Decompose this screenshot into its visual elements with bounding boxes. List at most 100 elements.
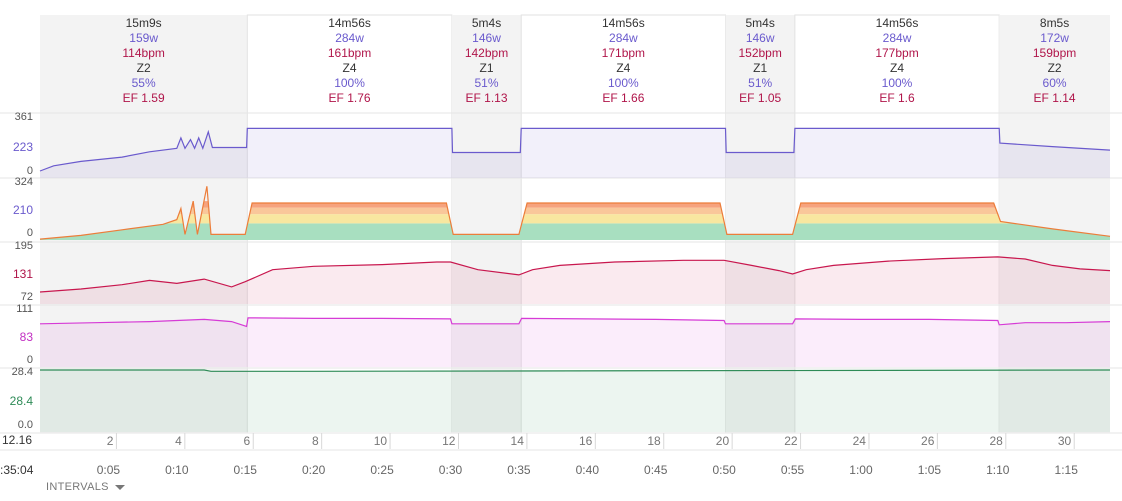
zone-band-4 [191, 201, 996, 208]
time-tick-label: 1:15 [1054, 463, 1078, 477]
power-zones-line [39, 186, 1111, 240]
interval-zone: Z2 [1047, 61, 1062, 75]
cadence-avg-label: 83 [19, 330, 33, 344]
interval-background-0 [40, 15, 248, 433]
power_zones-max-label: 324 [14, 176, 33, 188]
interval-duration: 5m4s [471, 16, 502, 30]
interval-duration: 14m56s [602, 16, 645, 30]
time-tick-label: 0:20 [301, 463, 326, 477]
speed-line [40, 369, 1111, 372]
time-tick-label: 0:30 [438, 463, 463, 477]
zone-band-1 [40, 223, 1110, 240]
interval-header-0[interactable]: 15m9s 159w 114bpm Z2 55% EF 1.59 [40, 16, 247, 106]
interval-pct: 100% [608, 76, 639, 90]
distance-tick-label: 18 [647, 434, 661, 448]
interval-duration: 14m56s [875, 16, 919, 30]
power-line [39, 127, 1111, 172]
interval-header-1[interactable]: 14m56s 284w 161bpm Z4 100% EF 1.76 [247, 16, 452, 106]
interval-power: 284w [335, 31, 364, 45]
time-tick-label: 0:25 [370, 463, 394, 477]
interval-zone: Z4 [890, 61, 905, 75]
interval-hr: 159bpm [1032, 46, 1077, 60]
power-max-label: 361 [14, 111, 33, 123]
speed-area [40, 370, 1110, 432]
speed-max-label: 28.4 [11, 366, 33, 378]
interval-zone: Z4 [342, 61, 357, 75]
interval-zone: Z2 [136, 61, 151, 75]
interval-pct: 60% [1042, 76, 1067, 90]
chevron-down-icon [114, 484, 125, 490]
distance-tick-label: 4 [175, 434, 182, 448]
zone-band-3 [178, 207, 998, 215]
interval-power: 146w [472, 31, 501, 45]
interval-hr: 171bpm [601, 46, 646, 60]
interval-hr: 152bpm [738, 46, 782, 60]
distance-tick-label: 16 [578, 434, 593, 448]
intervals-label: INTERVALS [46, 481, 109, 493]
interval-pct: 100% [334, 76, 365, 90]
interval-header-2[interactable]: 5m4s 146w 142bpm Z1 51% EF 1.13 [452, 16, 521, 106]
interval-pct: 51% [474, 76, 499, 90]
interval-duration: 8m5s [1039, 16, 1070, 30]
interval-zone: Z1 [479, 61, 494, 75]
distance-tick-label: 26 [921, 434, 935, 448]
interval-header-3[interactable]: 14m56s 284w 171bpm Z4 100% EF 1.66 [521, 16, 725, 106]
cadence-max-label: 111 [16, 303, 33, 315]
distance-tick-label: 10 [373, 434, 388, 448]
interval-ef: EF 1.6 [879, 91, 915, 105]
distance-tick-label: 24 [852, 434, 866, 448]
time-tick-label: 0:45 [644, 463, 668, 477]
intervals-dropdown[interactable]: INTERVALS [46, 481, 125, 493]
distance-tick-label: 2 [106, 434, 114, 448]
interval-power: 159w [129, 31, 158, 45]
interval-hr: 161bpm [327, 46, 372, 60]
interval-pct: 100% [881, 76, 913, 90]
cadence-area [40, 317, 1110, 367]
time-tick-label: 0:15 [233, 463, 257, 477]
time-tick-label: 1:10 [986, 463, 1010, 477]
heart_rate-line [39, 256, 1111, 293]
interval-background-2 [451, 15, 522, 433]
heart_rate-max-label: 195 [14, 240, 33, 252]
distance-tick-label: 6 [243, 434, 251, 448]
time-tick-label: 0:35 [507, 463, 531, 477]
time-tick-label: 0:40 [575, 463, 599, 477]
time-start-label: :35:04 [0, 463, 34, 477]
interval-power: 146w [745, 31, 775, 45]
interval-ef: EF 1.66 [602, 91, 645, 105]
interval-power: 284w [882, 31, 912, 45]
interval-power: 284w [609, 31, 638, 45]
heart_rate-avg-label: 131 [12, 267, 33, 281]
interval-ef: EF 1.59 [122, 91, 165, 105]
distance-tick-label: 12 [442, 434, 456, 448]
power_zones-avg-label: 210 [12, 203, 33, 217]
power-min-label: 0 [26, 165, 33, 177]
interval-background-4 [725, 15, 795, 433]
interval-zone: Z4 [616, 61, 631, 75]
time-tick-label: 0:05 [96, 463, 121, 477]
zone-band-2 [165, 214, 1014, 224]
interval-duration: 5m4s [745, 16, 775, 30]
interval-header-4[interactable]: 5m4s 146w 152bpm Z1 51% EF 1.05 [726, 16, 795, 106]
distance-tick-label: 20 [715, 434, 730, 448]
time-tick-label: 1:00 [849, 463, 873, 477]
time-tick-label: 0:55 [780, 463, 805, 477]
interval-header-6[interactable]: 8m5s 172w 159bpm Z2 60% EF 1.14 [999, 16, 1110, 106]
interval-ef: EF 1.13 [465, 91, 508, 105]
interval-hr: 142bpm [464, 46, 509, 60]
speed-min-label: 0.0 [17, 419, 33, 431]
heart_rate-min-label: 72 [20, 291, 33, 303]
time-tick-label: 0:50 [712, 463, 736, 477]
cadence-line [39, 317, 1111, 328]
interval-zone: Z1 [753, 61, 768, 75]
power-area [40, 128, 1110, 178]
interval-power: 172w [1040, 31, 1069, 45]
interval-ef: EF 1.14 [1033, 91, 1076, 105]
interval-ef: EF 1.05 [739, 91, 782, 105]
time-tick-label: 1:05 [917, 463, 942, 477]
power_zones-min-label: 0 [26, 227, 33, 239]
distance-tick-label: 8 [311, 434, 319, 448]
interval-pct: 51% [748, 76, 773, 90]
interval-header-5[interactable]: 14m56s 284w 177bpm Z4 100% EF 1.6 [795, 16, 999, 106]
